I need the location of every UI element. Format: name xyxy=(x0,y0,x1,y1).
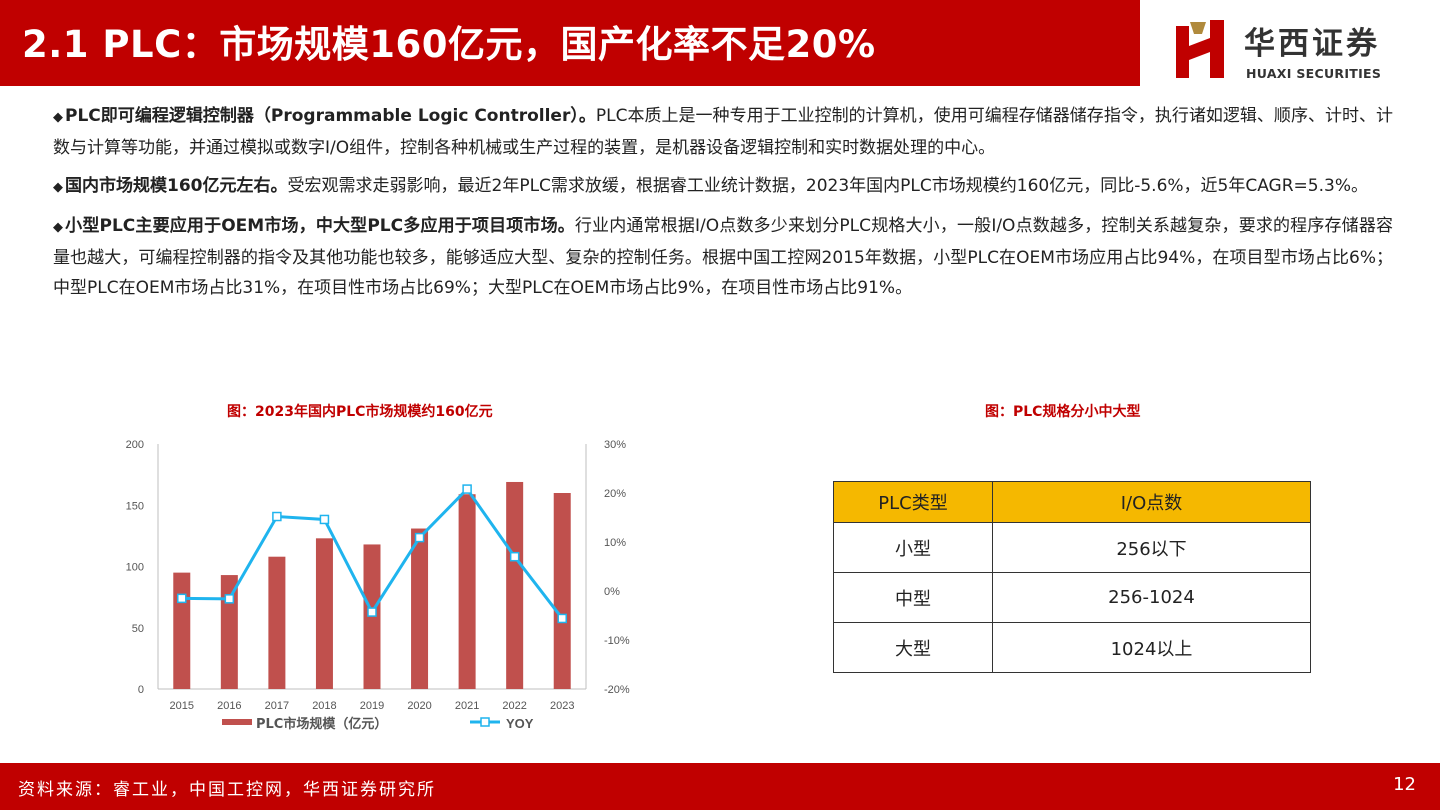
bar xyxy=(173,572,191,689)
x-tick-label: 2021 xyxy=(455,700,479,712)
legend-swatch-bar xyxy=(222,719,252,725)
legend-label: PLC市场规模（亿元） xyxy=(256,716,387,732)
right-tick-label: 0% xyxy=(604,586,620,598)
table-row: 大型 1024以上 xyxy=(833,622,1311,673)
right-tick-label: -20% xyxy=(604,684,630,696)
paragraph-lead: 国内市场规模160亿元左右。 xyxy=(65,176,288,196)
table-cell: 中型 xyxy=(833,572,993,623)
yoy-point xyxy=(177,593,187,604)
diamond-bullet-icon: ◆ xyxy=(53,220,64,235)
table-row: 中型 256-1024 xyxy=(833,572,1311,623)
table-cell: 256-1024 xyxy=(992,572,1311,623)
legend-label: YOY xyxy=(506,716,534,731)
logo-text-en: HUAXI SECURITIES xyxy=(1246,66,1382,81)
right-tick-label: -10% xyxy=(604,635,630,647)
x-tick-label: 2015 xyxy=(170,700,194,712)
paragraph-plc-applications: ◆ 小型PLC主要应用于OEM市场，中大型PLC多应用于项目项市场。行业内通常根据… xyxy=(53,211,1393,303)
paragraph-body: PLC本质上是一种专用于工业控制的计算机，使用可编程存储器储存指令，执行诸如逻辑… xyxy=(53,106,1394,158)
x-tick-label: 2023 xyxy=(550,700,574,712)
paragraph-body: 受宏观需求走弱影响，最近2年PLC需求放缓，根据睿工业统计数据，2023年国内P… xyxy=(287,176,1368,196)
paragraph-lead: 小型PLC主要应用于OEM市场，中大型PLC多应用于项目项市场。 xyxy=(65,216,575,236)
diamond-bullet-icon: ◆ xyxy=(53,110,64,125)
x-tick-label: 2017 xyxy=(265,700,289,712)
company-logo: 华西证券 HUAXI SECURITIES xyxy=(1168,14,1418,84)
table-cell: 小型 xyxy=(833,522,993,573)
plc-size-table: PLC类型 I/O点数 小型 256以下 中型 256-1024 大型 1024… xyxy=(833,481,1311,673)
logo-text-cn: 华西证券 xyxy=(1244,26,1380,62)
bar xyxy=(268,556,286,689)
chart-title: 图：2023年国内PLC市场规模约160亿元 xyxy=(227,404,493,420)
source-note: 资料来源：睿工业，中国工控网，华西证券研究所 xyxy=(18,780,436,800)
header-bar: 2.1 PLC：市场规模160亿元，国产化率不足20% xyxy=(0,0,1140,86)
body-text: ◆ PLC即可编程逻辑控制器（Programmable Logic Control… xyxy=(53,101,1393,311)
market-size-chart: 0 50 100 150 200 -20% -10% 0% 10% 20% 30% 2015 2016 2… xyxy=(126,439,630,732)
x-tick-label: 2022 xyxy=(502,700,526,712)
x-tick-label: 2019 xyxy=(360,700,384,712)
x-tick-label: 2016 xyxy=(217,700,241,712)
yoy-point xyxy=(272,511,282,522)
bar xyxy=(411,528,429,689)
paragraph-market-size: ◆ 国内市场规模160亿元左右。受宏观需求走弱影响，最近2年PLC需求放缓，根据睿… xyxy=(53,171,1393,203)
yoy-point xyxy=(557,613,567,624)
table-title: 图：PLC规格分小中大型 xyxy=(985,404,1141,420)
legend-swatch-marker xyxy=(480,717,490,727)
x-tick-label: 2020 xyxy=(407,700,431,712)
page-number: 12 xyxy=(1393,774,1416,795)
bar xyxy=(458,494,476,689)
table-row: 小型 256以下 xyxy=(833,522,1311,573)
left-tick-label: 200 xyxy=(126,439,144,451)
right-tick-label: 20% xyxy=(604,488,626,500)
left-tick-label: 150 xyxy=(126,500,144,512)
diamond-bullet-icon: ◆ xyxy=(53,180,63,195)
yoy-point xyxy=(319,514,330,525)
table-cell: 256以下 xyxy=(992,522,1311,573)
footer-bar: 资料来源：睿工业，中国工控网，华西证券研究所 12 xyxy=(0,763,1440,810)
left-tick-label: 100 xyxy=(126,562,144,574)
table-header-cell: PLC类型 xyxy=(833,481,993,523)
paragraph-plc-definition: ◆ PLC即可编程逻辑控制器（Programmable Logic Control… xyxy=(53,101,1393,163)
paragraph-lead: PLC即可编程逻辑控制器（Programmable Logic Controll… xyxy=(65,106,596,126)
bar xyxy=(553,493,571,689)
yoy-point xyxy=(414,532,425,543)
table-cell: 大型 xyxy=(833,622,993,673)
table-header-cell: I/O点数 xyxy=(992,481,1311,523)
x-tick-label: 2018 xyxy=(312,700,336,712)
huaxi-logo-icon xyxy=(1176,20,1224,78)
bar xyxy=(506,481,524,689)
yoy-point xyxy=(367,607,377,617)
right-tick-label: 10% xyxy=(604,537,626,549)
yoy-point xyxy=(462,484,472,494)
table-header-row: PLC类型 I/O点数 xyxy=(833,481,1311,523)
left-tick-label: 50 xyxy=(132,623,144,635)
left-tick-label: 0 xyxy=(138,684,144,696)
yoy-point xyxy=(224,594,235,604)
bar xyxy=(315,538,333,689)
yoy-point xyxy=(509,551,520,562)
table-cell: 1024以上 xyxy=(992,622,1311,673)
bar xyxy=(220,575,238,689)
right-tick-label: 30% xyxy=(604,439,626,451)
paragraph-body: 行业内通常根据I/O点数多少来划分PLC规格大小，一般I/O点数越多，控制关系越… xyxy=(53,216,1393,298)
page-title: 2.1 PLC：市场规模160亿元，国产化率不足20% xyxy=(22,23,876,66)
